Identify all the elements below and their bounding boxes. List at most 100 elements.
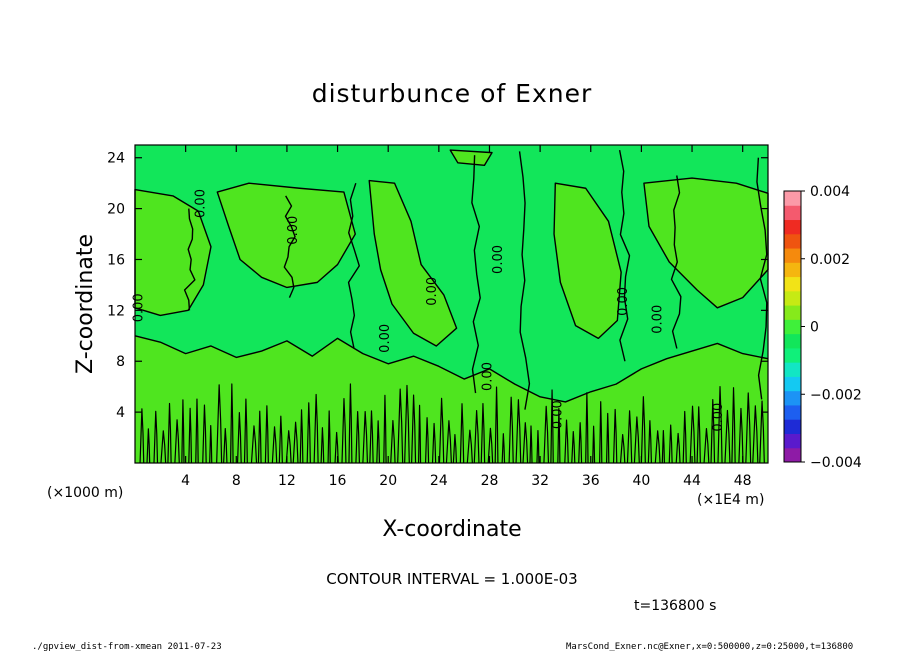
contour-strand-1 [283, 195, 296, 298]
contour-wiggle [654, 430, 661, 464]
x-tick-label: 4 [181, 473, 190, 489]
contour-label-7: 0.00 [550, 400, 565, 429]
contour-wiggle [522, 422, 529, 464]
contour-lobe-2 [368, 179, 458, 347]
x-unit-note: (×1000 m) [47, 485, 123, 501]
colorbar-swatch [784, 248, 801, 263]
contour-strand-5 [618, 149, 631, 362]
contour-lobe-1 [216, 182, 356, 289]
positive-lobe-3 [554, 183, 622, 339]
contour-wiggle [536, 430, 540, 464]
y-tick-label: 8 [116, 354, 125, 370]
contour-wiggle [473, 410, 480, 464]
x-tick-label: 28 [481, 473, 499, 489]
contour-wiggle [243, 398, 248, 464]
contour-wiggle [271, 426, 278, 464]
contour-wiggle [320, 427, 325, 464]
positive-lobe-1 [217, 183, 356, 288]
contour-wiggle [355, 411, 360, 464]
contour-wiggle [334, 431, 339, 464]
colorbar-tick-label: 0.002 [810, 252, 850, 268]
contour-lobe-3 [553, 182, 622, 340]
contour-wiggle [209, 425, 213, 464]
contour-wiggle [146, 428, 151, 464]
contour-wiggle [285, 430, 292, 464]
contour-label-0: 0.00 [193, 189, 208, 218]
contour-label-6: 0.00 [481, 362, 496, 391]
contour-label-2: 0.00 [131, 293, 146, 322]
contour-wiggle [341, 398, 347, 464]
colorbar-swatch [784, 191, 801, 206]
contour-wiggle [633, 416, 640, 464]
contour-wiggle [571, 430, 576, 464]
y-tick-label: 12 [107, 303, 125, 319]
contour-wiggle [313, 393, 319, 464]
contour-wiggle [369, 410, 374, 464]
contour-wiggle [264, 405, 269, 464]
contour-wiggle [459, 403, 465, 464]
contour-wiggle [257, 410, 262, 464]
colorbar-swatch [784, 262, 801, 278]
contour-wiggle [195, 398, 199, 464]
y-tick-label: 4 [116, 405, 125, 421]
contour-wiggle [487, 427, 494, 464]
contour-wiggle [327, 410, 331, 464]
contour-strand-7 [756, 157, 768, 400]
colorbar-swatch [784, 347, 801, 363]
colorbar-swatch [784, 419, 801, 434]
y-tick-label: 20 [107, 202, 125, 218]
contour-wiggle [599, 401, 603, 464]
footer-left: ./gpview_dist-from-xmean 2011-07-23 [32, 642, 222, 652]
contour-wiggle [647, 420, 652, 464]
contour-lines [134, 149, 769, 464]
contour-wiggle [362, 410, 369, 464]
contour-wiggle [724, 409, 731, 464]
contour-wiggle [229, 383, 234, 464]
y-tick-label: 16 [107, 252, 125, 268]
contour-label-9: 0.00 [650, 305, 665, 334]
x-scale-note: (×1E4 m) [697, 492, 764, 508]
contour-wiggle [397, 388, 404, 464]
x-axis: 4 8 12 16 20 24 28 32 36 40 44 48 [181, 145, 752, 489]
footer-right: MarsCond_Exner.nc@Exner,x=0:500000,z=0:2… [566, 642, 854, 652]
contour-label-1: 0.00 [286, 216, 301, 245]
contour-wiggle [431, 422, 437, 464]
contour-wiggle [550, 389, 554, 464]
contour-wiggle [717, 385, 723, 464]
colorbar-swatch [784, 276, 801, 292]
contour-wiggle [494, 386, 499, 464]
contour-wiggle [759, 400, 765, 464]
contour-wiggle [188, 407, 193, 464]
contour-wiggle [466, 429, 473, 464]
x-tick-label: 48 [734, 473, 752, 489]
x-tick-label: 44 [683, 473, 701, 489]
positive-lobe-5 [450, 150, 493, 166]
contour-lower-boundary [134, 335, 769, 403]
contour-wiggle [605, 412, 610, 464]
contour-wiggle [592, 425, 596, 464]
y-axis: 4 8 12 16 20 24 [107, 151, 768, 421]
colorbar-tick-label: −0.004 [810, 455, 862, 471]
time-label: t=136800 s [634, 598, 716, 614]
contour-wiggle [216, 384, 223, 464]
contour-label-10: 0.00 [711, 403, 726, 432]
contour-wiggle [160, 430, 167, 464]
contour-wiggle [710, 399, 716, 464]
contour-interval: CONTOUR INTERVAL = 1.000E-03 [326, 570, 577, 588]
contour-wiggle [167, 402, 172, 464]
x-tick-label: 16 [329, 473, 347, 489]
contour-wiggle [404, 384, 410, 464]
contour-wiggle [348, 383, 353, 464]
colorbar-swatch [784, 219, 801, 235]
contour-wiggle [619, 433, 626, 464]
colorbar-swatch [784, 404, 801, 420]
contour-wiggle [445, 420, 452, 464]
contour-wiggle [480, 403, 486, 464]
contour-wiggle [299, 409, 304, 464]
contour-wiggle [390, 419, 396, 464]
contour-wiggle [174, 419, 180, 464]
colorbar-tick-label: 0.004 [810, 184, 850, 200]
contour-wiggle [139, 408, 145, 464]
contour-wiggle [696, 406, 701, 464]
plot-frame [134, 144, 769, 464]
